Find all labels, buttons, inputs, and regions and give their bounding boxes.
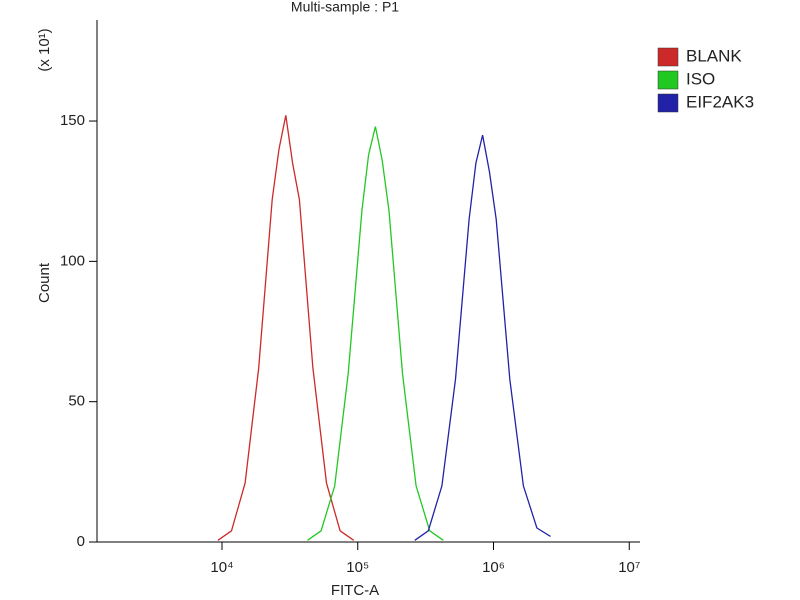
chart-title: Multi-sample : P1 <box>291 0 399 15</box>
legend-label: BLANK <box>686 46 742 65</box>
x-tick-label: 10⁴ <box>210 559 233 576</box>
x-tick-label: 10⁵ <box>346 559 369 576</box>
histogram-line <box>307 126 444 541</box>
y-tick-label: 0 <box>77 533 85 550</box>
y-tick-label: 100 <box>60 252 85 269</box>
legend-swatch <box>657 70 679 90</box>
y-tick-label: 150 <box>60 112 85 129</box>
legend-swatch <box>657 47 679 67</box>
y-tick-label: 50 <box>68 393 85 410</box>
y-axis-label: Count <box>36 262 53 303</box>
legend-label: EIF2AK3 <box>686 92 754 111</box>
y-multiplier: (x 10¹) <box>36 28 53 71</box>
legend-label: ISO <box>686 69 715 88</box>
legend-swatch <box>657 93 679 113</box>
x-tick-label: 10⁶ <box>482 559 505 576</box>
histogram-line <box>217 115 355 541</box>
x-tick-label: 10⁷ <box>618 559 640 576</box>
histogram-line <box>414 134 551 541</box>
x-axis-label: FITC-A <box>331 582 379 599</box>
